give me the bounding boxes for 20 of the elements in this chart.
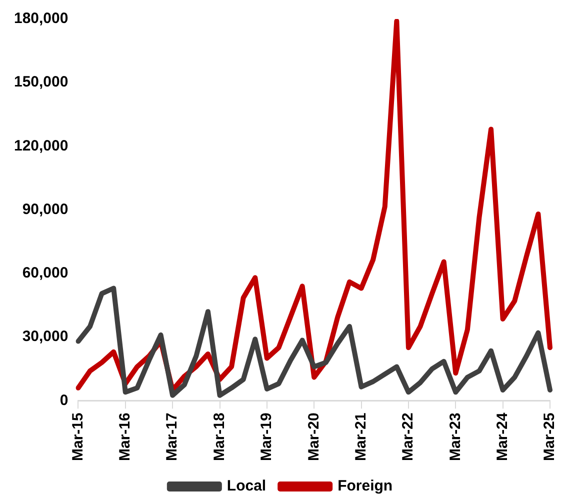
- x-tick-label: Mar-22: [400, 412, 417, 462]
- x-tick-label: Mar-17: [164, 412, 181, 462]
- x-tick-label: Mar-15: [69, 412, 86, 462]
- y-tick-label: 150,000: [14, 74, 68, 91]
- x-tick-label: Mar-19: [258, 412, 276, 462]
- x-tick-label: Mar-23: [446, 412, 464, 462]
- x-tick-label: Mar-20: [305, 412, 322, 462]
- x-tick-label: Mar-16: [116, 412, 134, 462]
- y-tick-label: 30,000: [22, 328, 68, 346]
- x-tick-label: Mar-24: [494, 412, 511, 462]
- y-tick-label: 90,000: [22, 200, 68, 218]
- y-tick-label: 60,000: [22, 264, 68, 282]
- x-tick-label: Mar-18: [210, 412, 228, 462]
- legend-label: Local: [226, 478, 266, 495]
- y-tick-label: 120,000: [14, 137, 68, 154]
- legend-label: Foreign: [338, 478, 393, 495]
- x-tick-label: Mar-21: [352, 412, 370, 462]
- x-tick-label: Mar-25: [541, 412, 558, 462]
- y-tick-label: 180,000: [14, 10, 68, 28]
- y-tick-label: 0: [60, 392, 68, 409]
